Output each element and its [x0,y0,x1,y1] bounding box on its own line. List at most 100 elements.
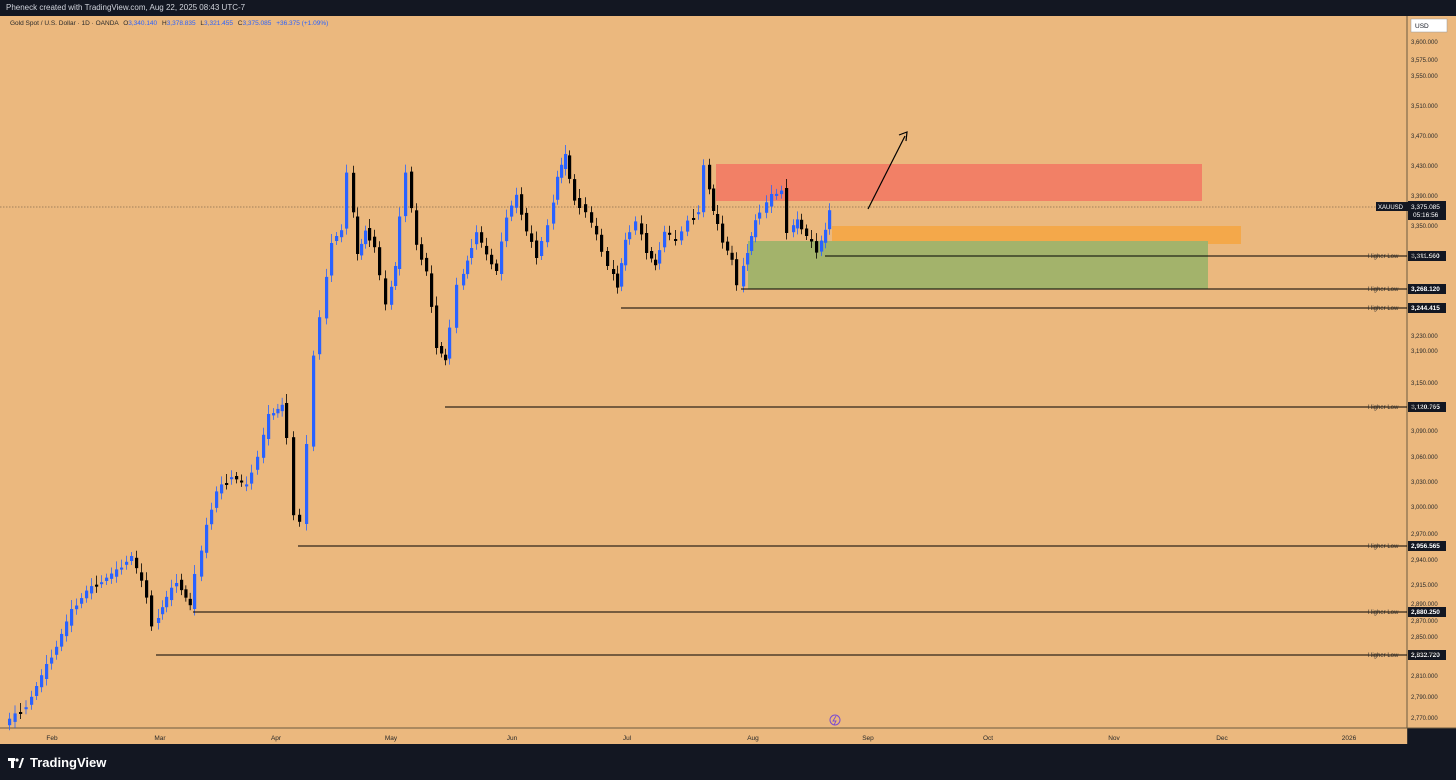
candle-body[interactable] [828,210,832,230]
candle-body[interactable] [193,574,197,609]
candle-body[interactable] [378,247,382,276]
candle-body[interactable] [578,198,582,208]
candle-body[interactable] [697,212,701,215]
candle-body[interactable] [735,259,739,286]
candle-body[interactable] [440,346,444,354]
candle-body[interactable] [110,573,114,579]
candle-body[interactable] [157,618,161,623]
candle-body[interactable] [394,266,398,286]
candle-body[interactable] [135,557,139,569]
candle-body[interactable] [824,229,828,243]
candle-body[interactable] [200,550,204,577]
candle-body[interactable] [100,582,104,585]
candle-body[interactable] [250,472,254,484]
candle-body[interactable] [530,233,534,242]
candle-body[interactable] [215,491,219,508]
candle-body[interactable] [606,251,610,266]
candle-body[interactable] [616,273,620,288]
candle-body[interactable] [390,286,394,305]
candle-body[interactable] [161,607,165,615]
candle-body[interactable] [345,172,349,229]
candle-body[interactable] [595,225,599,235]
candle-body[interactable] [490,254,494,265]
candle-body[interactable] [115,569,119,577]
candle-body[interactable] [356,216,360,255]
candle-body[interactable] [560,164,564,178]
candle-body[interactable] [205,524,209,553]
candle-body[interactable] [410,171,414,209]
candle-body[interactable] [352,172,356,213]
candle-body[interactable] [145,580,149,598]
candle-body[interactable] [800,219,804,230]
candle-body[interactable] [515,194,519,208]
candle-body[interactable] [13,713,17,722]
candle-body[interactable] [624,239,628,266]
candlestick-series[interactable] [8,145,832,731]
candle-body[interactable] [552,202,556,224]
candle-body[interactable] [125,561,129,565]
candle-body[interactable] [668,232,672,235]
candle-body[interactable] [140,572,144,581]
candle-body[interactable] [448,327,452,359]
candle-body[interactable] [50,657,54,664]
candle-body[interactable] [30,696,34,705]
candle-body[interactable] [680,231,684,241]
candle-body[interactable] [120,567,124,570]
candle-body[interactable] [130,556,134,561]
candle-body[interactable] [742,265,746,287]
candle-body[interactable] [708,164,712,190]
candle-body[interactable] [775,193,779,196]
candle-body[interactable] [325,276,329,319]
candle-body[interactable] [256,456,260,470]
candle-body[interactable] [70,609,74,626]
candle-body[interactable] [384,278,388,305]
candle-body[interactable] [75,605,79,610]
candle-body[interactable] [712,188,716,212]
candle-body[interactable] [634,221,638,231]
candle-body[interactable] [674,239,678,241]
candle-body[interactable] [485,245,489,255]
candle-body[interactable] [40,675,44,688]
candle-body[interactable] [24,707,28,710]
candle-body[interactable] [188,598,192,606]
candle-body[interactable] [340,230,344,238]
candle-body[interactable] [373,236,377,248]
lightning-icon[interactable] [829,714,841,726]
tradingview-logo[interactable]: TradingView [8,755,106,770]
candle-body[interactable] [746,253,750,265]
candle-body[interactable] [470,248,474,258]
candle-body[interactable] [686,220,690,232]
candle-body[interactable] [721,223,725,243]
higher-low-lines[interactable]: Higher Low 3,311.560 Higher Low 3,268.120 Hi… [156,251,1446,660]
candle-body[interactable] [455,284,459,328]
candle-body[interactable] [590,212,594,223]
candle-body[interactable] [435,305,439,349]
candle-body[interactable] [312,355,316,447]
candle-body[interactable] [692,218,696,220]
candle-body[interactable] [60,633,64,647]
candle-body[interactable] [758,212,762,219]
candle-body[interactable] [85,590,89,599]
candle-body[interactable] [65,621,69,637]
candle-body[interactable] [480,232,484,243]
candle-body[interactable] [368,228,372,241]
candle-body[interactable] [225,483,229,485]
candle-body[interactable] [404,172,408,217]
candle-body[interactable] [792,225,796,233]
candle-body[interactable] [540,241,544,256]
candle-body[interactable] [716,214,720,224]
candle-body[interactable] [564,154,568,169]
candle-body[interactable] [654,259,658,266]
candle-body[interactable] [820,240,824,252]
candle-body[interactable] [170,587,174,601]
candle-body[interactable] [805,228,809,237]
candle-body[interactable] [556,176,560,200]
legend-symbol[interactable]: Gold Spot / U.S. Dollar · 1D · OANDA O3,… [10,20,328,27]
candle-body[interactable] [276,408,280,414]
candle-body[interactable] [525,212,529,232]
candle-body[interactable] [95,584,99,587]
candle-body[interactable] [505,217,509,242]
candle-body[interactable] [35,686,39,696]
candle-body[interactable] [810,239,814,242]
candle-body[interactable] [754,220,758,238]
